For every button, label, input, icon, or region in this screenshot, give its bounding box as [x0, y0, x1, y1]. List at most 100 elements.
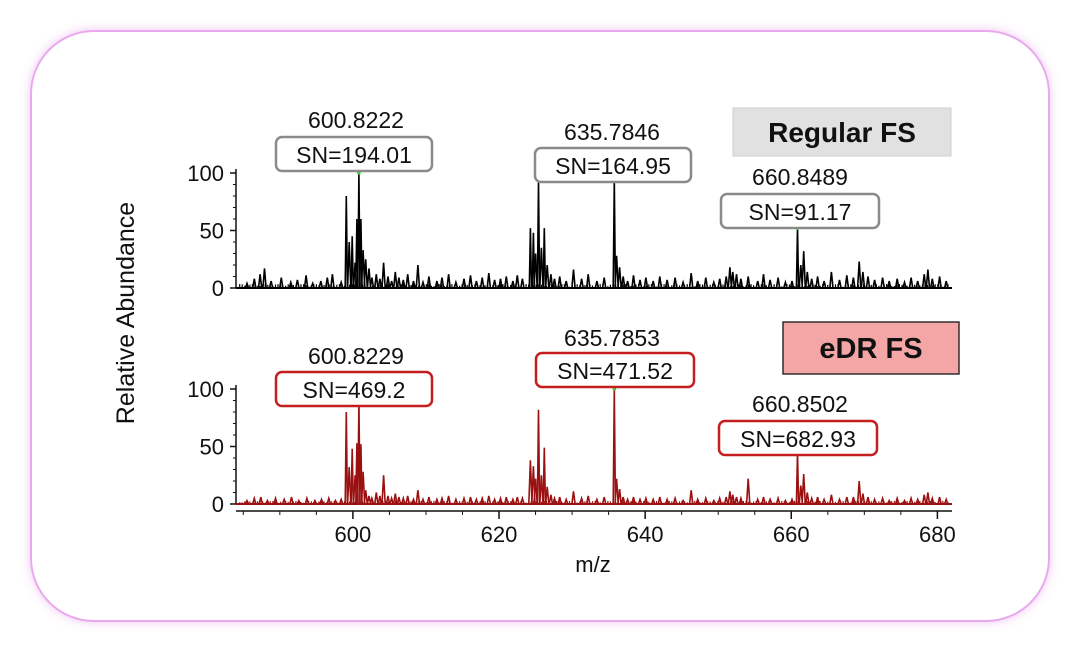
spectrum-peak: [601, 277, 607, 289]
spectrum-peak: [943, 280, 949, 289]
spectrum-peak: [915, 280, 921, 289]
spectrum-peak: [385, 495, 391, 505]
spectrum-peak: [324, 277, 330, 289]
spectrum-peak: [594, 496, 600, 505]
spectrum-peak: [829, 494, 834, 505]
spectrum-peak: [363, 259, 369, 289]
y-tick-label: 100: [187, 161, 224, 186]
spectrum-peak: [617, 489, 622, 505]
y-tick-label: 0: [212, 492, 224, 517]
spectrum-peak: [844, 496, 850, 505]
spectrum-peak: [902, 279, 907, 289]
spectrum-peak: [761, 496, 766, 505]
spectrum-peak: [886, 498, 892, 505]
spectrum-peak: [937, 276, 942, 289]
spectrum-peak: [486, 495, 492, 505]
spectrum-peak: [579, 278, 584, 289]
spectrum-peak: [657, 276, 663, 289]
spectrum-peak: [400, 495, 406, 505]
spectrum-peak: [434, 496, 440, 505]
spectrum-peak: [723, 276, 729, 289]
spectrum-peak: [680, 498, 686, 505]
spectrum-peak: [420, 279, 426, 289]
spectrum-peak: [411, 496, 416, 505]
spectrum-peak: [461, 278, 467, 289]
spectrum-peak: [350, 236, 355, 289]
spectrum-peak: [542, 447, 547, 505]
sn-label: SN=194.01: [296, 142, 412, 168]
spectrum-peak: [680, 279, 686, 289]
spectrum-peak: [755, 280, 761, 289]
spectrum-peak: [268, 280, 274, 289]
x-tick-label: 660: [773, 522, 810, 547]
spectrum-peak: [851, 277, 856, 289]
spectrum-peak: [289, 496, 294, 505]
spectrum-peak: [860, 271, 866, 289]
spectrum-peak: [894, 278, 900, 289]
spectrum-peak: [405, 274, 411, 289]
spectrum-peak: [548, 494, 554, 505]
spectrum-peak: [359, 444, 363, 505]
spectrum-peak: [585, 495, 591, 505]
spectrum-peak: [453, 279, 459, 289]
spectrum-peak: [557, 496, 563, 505]
spectrum-peak: [738, 495, 744, 505]
sn-box: [534, 351, 696, 389]
peak-mz-label: 635.7853: [564, 325, 660, 351]
peak-mz-label: 635.7846: [564, 119, 660, 145]
spectrum-peak: [258, 496, 264, 505]
spectrum-peak: [548, 274, 554, 289]
spectrum-peak: [520, 278, 525, 289]
spectrum-peak: [520, 495, 525, 505]
spectrum-peak: [400, 279, 406, 289]
spectrum-peak: [872, 279, 877, 289]
spectrum-peak: [711, 498, 717, 505]
spectrum-peak: [672, 277, 678, 289]
spectrum-peak: [695, 280, 701, 289]
spectrum-peak: [344, 195, 349, 289]
spectrum-peak: [426, 496, 432, 505]
spectrum-peak: [385, 276, 391, 289]
spectrum-peak: [865, 496, 871, 505]
spectrum-peak: [468, 275, 473, 289]
spectrum-peak: [273, 495, 278, 505]
spectrum-peak: [815, 276, 820, 289]
spectrum-peak: [396, 496, 402, 505]
spectrum-peak: [373, 492, 379, 505]
spectrum-peak: [579, 495, 584, 505]
spectrum-peak: [837, 279, 842, 289]
spectrum-peak: [310, 280, 316, 289]
panel-title-box: [732, 107, 952, 157]
spectrum-peak: [929, 495, 935, 505]
spectrum-peak: [536, 409, 541, 505]
spectrum-peak: [486, 273, 492, 289]
spectrum-peak: [514, 275, 520, 289]
spectrum-peak: [643, 495, 649, 505]
spectrum-peak: [711, 279, 717, 289]
spectrum-peak: [346, 241, 352, 289]
spectrum-peak: [373, 274, 379, 289]
spectrum-peak: [657, 496, 663, 505]
spectrum-peak: [539, 247, 544, 289]
panel-title: eDR FS: [819, 333, 922, 365]
spectrum-peak: [244, 280, 250, 289]
spectrum-peak: [886, 280, 892, 289]
spectrum-peak: [510, 280, 516, 289]
spectrum-peak: [319, 496, 324, 505]
spectrum-peak: [453, 496, 459, 505]
spectrum-peak: [439, 495, 445, 505]
spectrum-peak: [318, 280, 324, 289]
y-tick-label: 50: [200, 219, 224, 244]
spectrum-peak: [795, 452, 800, 505]
spectrum-peak: [775, 495, 781, 505]
spectrum-peak: [479, 277, 485, 289]
sn-label: SN=682.93: [740, 426, 856, 452]
spectrum-peak: [767, 279, 773, 289]
spectrum-peak: [468, 496, 473, 505]
y-tick-label: 0: [212, 276, 224, 301]
sn-box: [274, 135, 434, 173]
spectrum-peak: [503, 276, 509, 289]
spectrum-peak: [815, 496, 820, 505]
spectrum-peak: [767, 496, 773, 505]
spectrum-peak: [557, 276, 563, 289]
